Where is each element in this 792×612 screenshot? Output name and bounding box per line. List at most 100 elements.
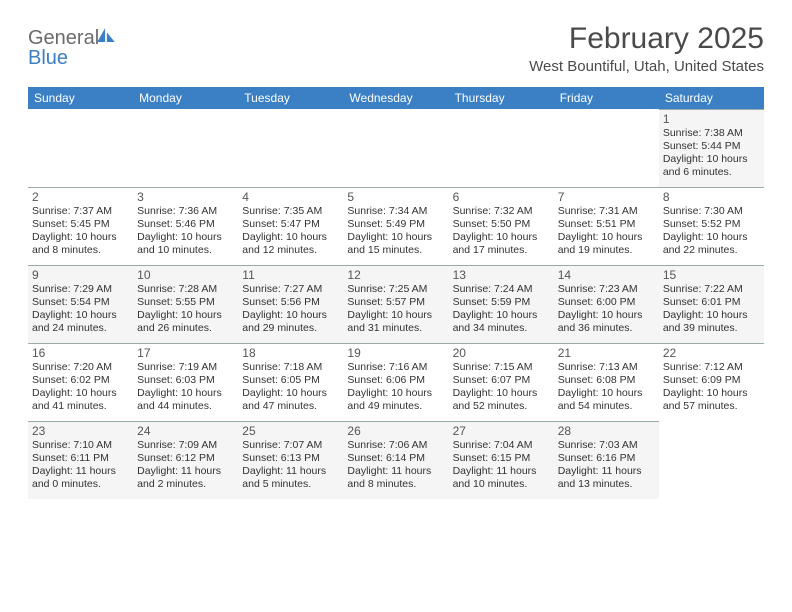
daylight-line2: and 5 minutes. <box>242 478 339 491</box>
day-info: Sunrise: 7:29 AMSunset: 5:54 PMDaylight:… <box>32 283 129 336</box>
day-cell: 16Sunrise: 7:20 AMSunset: 6:02 PMDayligh… <box>28 343 133 421</box>
day-cell <box>554 109 659 187</box>
daylight-line2: and 10 minutes. <box>137 244 234 257</box>
daylight-line1: Daylight: 10 hours <box>453 231 550 244</box>
day-cell: 17Sunrise: 7:19 AMSunset: 6:03 PMDayligh… <box>133 343 238 421</box>
daylight-line2: and 57 minutes. <box>663 400 760 413</box>
day-number: 15 <box>663 268 760 283</box>
dow-monday: Monday <box>133 87 238 109</box>
brand-text: General Blue <box>28 28 115 68</box>
daylight-line1: Daylight: 10 hours <box>347 231 444 244</box>
sunrise-line: Sunrise: 7:31 AM <box>558 205 655 218</box>
day-cell: 8Sunrise: 7:30 AMSunset: 5:52 PMDaylight… <box>659 187 764 265</box>
daylight-line2: and 0 minutes. <box>32 478 129 491</box>
sunrise-line: Sunrise: 7:32 AM <box>453 205 550 218</box>
sunset-line: Sunset: 5:45 PM <box>32 218 129 231</box>
title-block: February 2025 West Bountiful, Utah, Unit… <box>529 22 764 75</box>
sunset-line: Sunset: 6:15 PM <box>453 452 550 465</box>
daylight-line1: Daylight: 10 hours <box>32 309 129 322</box>
daylight-line1: Daylight: 11 hours <box>453 465 550 478</box>
daylight-line2: and 15 minutes. <box>347 244 444 257</box>
month-title: February 2025 <box>529 22 764 56</box>
daylight-line1: Daylight: 10 hours <box>663 387 760 400</box>
daylight-line2: and 29 minutes. <box>242 322 339 335</box>
day-info: Sunrise: 7:36 AMSunset: 5:46 PMDaylight:… <box>137 205 234 258</box>
daylight-line1: Daylight: 10 hours <box>558 387 655 400</box>
dow-thursday: Thursday <box>449 87 554 109</box>
day-info: Sunrise: 7:06 AMSunset: 6:14 PMDaylight:… <box>347 439 444 492</box>
day-info: Sunrise: 7:23 AMSunset: 6:00 PMDaylight:… <box>558 283 655 336</box>
day-cell <box>343 109 448 187</box>
day-info: Sunrise: 7:18 AMSunset: 6:05 PMDaylight:… <box>242 361 339 414</box>
day-number: 24 <box>137 424 234 439</box>
sunrise-line: Sunrise: 7:28 AM <box>137 283 234 296</box>
day-number: 11 <box>242 268 339 283</box>
dow-tuesday: Tuesday <box>238 87 343 109</box>
day-info: Sunrise: 7:32 AMSunset: 5:50 PMDaylight:… <box>453 205 550 258</box>
daylight-line1: Daylight: 10 hours <box>137 387 234 400</box>
sunset-line: Sunset: 6:00 PM <box>558 296 655 309</box>
daylight-line2: and 49 minutes. <box>347 400 444 413</box>
daylight-line2: and 2 minutes. <box>137 478 234 491</box>
daylight-line1: Daylight: 11 hours <box>558 465 655 478</box>
day-info: Sunrise: 7:35 AMSunset: 5:47 PMDaylight:… <box>242 205 339 258</box>
sunset-line: Sunset: 5:51 PM <box>558 218 655 231</box>
daylight-line1: Daylight: 11 hours <box>242 465 339 478</box>
day-cell: 27Sunrise: 7:04 AMSunset: 6:15 PMDayligh… <box>449 421 554 499</box>
daylight-line1: Daylight: 11 hours <box>32 465 129 478</box>
day-cell <box>449 109 554 187</box>
day-number: 19 <box>347 346 444 361</box>
day-info: Sunrise: 7:37 AMSunset: 5:45 PMDaylight:… <box>32 205 129 258</box>
week-row: 23Sunrise: 7:10 AMSunset: 6:11 PMDayligh… <box>28 421 764 499</box>
sunrise-line: Sunrise: 7:09 AM <box>137 439 234 452</box>
sunrise-line: Sunrise: 7:34 AM <box>347 205 444 218</box>
sunset-line: Sunset: 5:55 PM <box>137 296 234 309</box>
day-info: Sunrise: 7:24 AMSunset: 5:59 PMDaylight:… <box>453 283 550 336</box>
day-number: 2 <box>32 190 129 205</box>
daylight-line2: and 26 minutes. <box>137 322 234 335</box>
sunrise-line: Sunrise: 7:22 AM <box>663 283 760 296</box>
daylight-line1: Daylight: 10 hours <box>663 153 760 166</box>
day-cell: 24Sunrise: 7:09 AMSunset: 6:12 PMDayligh… <box>133 421 238 499</box>
daylight-line2: and 13 minutes. <box>558 478 655 491</box>
day-info: Sunrise: 7:07 AMSunset: 6:13 PMDaylight:… <box>242 439 339 492</box>
day-cell: 3Sunrise: 7:36 AMSunset: 5:46 PMDaylight… <box>133 187 238 265</box>
day-info: Sunrise: 7:13 AMSunset: 6:08 PMDaylight:… <box>558 361 655 414</box>
sunset-line: Sunset: 5:46 PM <box>137 218 234 231</box>
day-number: 21 <box>558 346 655 361</box>
day-info: Sunrise: 7:34 AMSunset: 5:49 PMDaylight:… <box>347 205 444 258</box>
sunset-line: Sunset: 5:56 PM <box>242 296 339 309</box>
day-number: 6 <box>453 190 550 205</box>
sunset-line: Sunset: 6:13 PM <box>242 452 339 465</box>
day-info: Sunrise: 7:28 AMSunset: 5:55 PMDaylight:… <box>137 283 234 336</box>
calendar-grid: Sunday Monday Tuesday Wednesday Thursday… <box>28 87 764 499</box>
brand-part2: Blue <box>28 47 68 69</box>
sunset-line: Sunset: 5:54 PM <box>32 296 129 309</box>
sunset-line: Sunset: 6:03 PM <box>137 374 234 387</box>
sunrise-line: Sunrise: 7:29 AM <box>32 283 129 296</box>
daylight-line1: Daylight: 11 hours <box>347 465 444 478</box>
day-cell: 22Sunrise: 7:12 AMSunset: 6:09 PMDayligh… <box>659 343 764 421</box>
sail-icon <box>97 28 115 42</box>
day-info: Sunrise: 7:04 AMSunset: 6:15 PMDaylight:… <box>453 439 550 492</box>
week-row: 1Sunrise: 7:38 AMSunset: 5:44 PMDaylight… <box>28 109 764 187</box>
sunset-line: Sunset: 6:07 PM <box>453 374 550 387</box>
daylight-line1: Daylight: 10 hours <box>32 231 129 244</box>
brand-logo: General Blue <box>28 22 115 68</box>
daylight-line1: Daylight: 11 hours <box>137 465 234 478</box>
weeks-container: 1Sunrise: 7:38 AMSunset: 5:44 PMDaylight… <box>28 109 764 499</box>
day-number: 16 <box>32 346 129 361</box>
sunset-line: Sunset: 6:08 PM <box>558 374 655 387</box>
day-number: 1 <box>663 112 760 127</box>
sunrise-line: Sunrise: 7:38 AM <box>663 127 760 140</box>
day-number: 4 <box>242 190 339 205</box>
sunrise-line: Sunrise: 7:13 AM <box>558 361 655 374</box>
sunrise-line: Sunrise: 7:37 AM <box>32 205 129 218</box>
day-info: Sunrise: 7:19 AMSunset: 6:03 PMDaylight:… <box>137 361 234 414</box>
sunset-line: Sunset: 5:50 PM <box>453 218 550 231</box>
sunset-line: Sunset: 5:57 PM <box>347 296 444 309</box>
daylight-line2: and 6 minutes. <box>663 166 760 179</box>
day-cell: 28Sunrise: 7:03 AMSunset: 6:16 PMDayligh… <box>554 421 659 499</box>
calendar-page: General Blue February 2025 West Bountifu… <box>0 0 792 509</box>
sunrise-line: Sunrise: 7:03 AM <box>558 439 655 452</box>
